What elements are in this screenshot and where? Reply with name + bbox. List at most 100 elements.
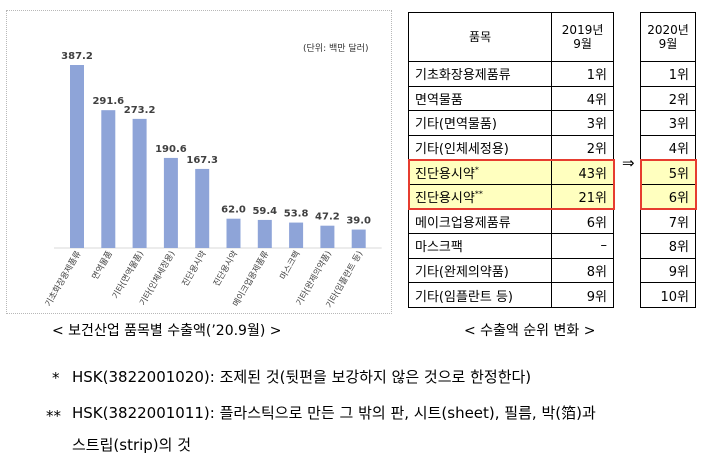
chart-caption: < 보건산업 품목별 수출액(’20.9월) > [52, 323, 282, 339]
bar-chart: 387.2 기초화장용제품류 291.6 면역물품 273.2 기타(면역물품) 190.6… [6, 10, 392, 314]
table-row: 진단용시약* 43위 [407, 159, 614, 185]
category-label: 마스크팩 [278, 249, 303, 282]
table-row: 10위 [640, 282, 696, 308]
header-2020: 2020년 9월 [640, 12, 696, 62]
chart-unit-label: (단위: 백만 달러) [303, 44, 369, 54]
header-2019: 2019년 9월 [551, 12, 614, 62]
item-name: 기초화장용제품류 [415, 68, 511, 84]
note2-text-continued: 스트립(strip)의 것 [72, 436, 192, 454]
category-label: 기타(면역물품) [110, 249, 146, 301]
rank-2020-cell: 2위 [640, 85, 696, 112]
item-cell: 면역물품 [407, 85, 553, 112]
note1-text: HSK(3822001020): 조제된 것(뒷편을 보강하지 않은 것으로 한… [72, 368, 532, 386]
table-row: 면역물품 4위 [407, 85, 614, 112]
category-label: 기초화장용제품류 [43, 249, 84, 309]
rank-2020-cell: 4위 [640, 134, 696, 161]
data-label: 59.4 [252, 206, 277, 217]
data-label: 291.6 [92, 96, 124, 107]
item-name: 진단용시약 [415, 191, 475, 207]
data-label: 387.2 [61, 51, 93, 62]
rank-table-2020: 2020년 9월 1위 2위 3위 4위 5위 6위 7위 8위 9위 10위 [640, 12, 696, 308]
table-row: 5위 [640, 159, 696, 185]
header-2019-year: 2019년 [561, 23, 604, 37]
rank-2020-cell: 6위 [640, 183, 696, 210]
table-row: 메이크업용제품류 6위 [407, 208, 614, 235]
data-label: 47.2 [315, 212, 340, 223]
arrow-icon: ⇒ [622, 154, 635, 172]
bar [226, 218, 241, 248]
table-row: 7위 [640, 208, 696, 235]
note2-text: HSK(3822001011): 플라스틱으로 만든 그 밖의 판, 시트(sh… [72, 404, 596, 422]
bar [163, 157, 178, 248]
rank-2019-cell: 9위 [551, 282, 614, 308]
bar [257, 219, 272, 248]
note1-mark: * [52, 369, 60, 387]
rank-2020-cell: 3위 [640, 110, 696, 136]
rank-2020-cell: 7위 [640, 208, 696, 235]
rank-2020-cell: 8위 [640, 233, 696, 259]
bar [101, 110, 116, 248]
bar [320, 225, 335, 248]
rank-table-2019: 품목 2019년 9월 기초화장용제품류 1위 면역물품 4위 기타(면역물품) 3위 기타… [407, 12, 614, 308]
item-name: 기타(완제의약품) [415, 265, 509, 281]
data-label: 39.0 [346, 216, 371, 227]
item-cell: 기타(완제의약품) [407, 257, 553, 284]
rank-2019-cell: 21위 [551, 183, 614, 210]
footnote-mark: * [474, 165, 479, 175]
data-label: 62.0 [221, 205, 246, 216]
rank-2020-cell: 1위 [640, 61, 696, 87]
item-name: 기타(인체세정용) [415, 142, 509, 158]
header-2019-month: 9월 [573, 37, 592, 51]
header-2020-year: 2020년 [647, 23, 689, 37]
table-row: 기타(인체세정용) 2위 [407, 134, 614, 161]
rank-2020-cell: 10위 [640, 282, 696, 308]
item-name: 기타(면역물품) [415, 117, 497, 133]
table-row: 8위 [640, 233, 696, 259]
footnote-mark: ** [474, 189, 483, 199]
rank-2019-cell: 2위 [551, 134, 614, 161]
item-cell: 마스크팩 [407, 233, 553, 259]
item-name: 면역물품 [415, 92, 463, 108]
category-label: 면역물품 [90, 249, 115, 282]
item-cell: 기타(임플란트 등) [407, 282, 553, 308]
data-label: 167.3 [186, 155, 218, 166]
table-row: 기타(완제의약품) 8위 [407, 257, 614, 284]
bar [195, 168, 210, 248]
bar [70, 65, 84, 248]
item-cell: 진단용시약** [407, 183, 553, 210]
item-name: 메이크업용제품류 [415, 215, 511, 231]
rank-2019-cell: 3위 [551, 110, 614, 136]
header-item: 품목 [407, 12, 553, 62]
data-label: 190.6 [155, 144, 187, 155]
item-cell: 기타(인체세정용) [407, 134, 553, 161]
rank-2020-cell: 5위 [640, 159, 696, 185]
table-row: 진단용시약** 21위 [407, 183, 614, 210]
header-2020-month: 9월 [658, 37, 678, 51]
item-name: 기타(임플란트 등) [415, 289, 513, 305]
rank-2019-cell: 1위 [551, 61, 614, 87]
rank-2019-cell: 6위 [551, 208, 614, 235]
data-label: 53.8 [284, 209, 309, 220]
note2-mark: ** [46, 407, 61, 425]
table-row: 6위 [640, 183, 696, 210]
item-name: 진단용시약 [415, 166, 475, 182]
category-label: 진단용시약 [211, 249, 240, 289]
item-cell: 진단용시약* [407, 159, 553, 185]
bar [132, 118, 147, 248]
table-row: 1위 [640, 61, 696, 87]
rank-2020-cell: 9위 [640, 257, 696, 284]
bar [289, 222, 304, 248]
item-cell: 기타(면역물품) [407, 110, 553, 136]
table-row: 9위 [640, 257, 696, 284]
table-caption: < 수출액 순위 변화 > [464, 323, 596, 339]
table-row: 기초화장용제품류 1위 [407, 61, 614, 87]
chart-canvas: 387.2 기초화장용제품류 291.6 면역물품 273.2 기타(면역물품) 190.6… [43, 51, 382, 310]
rank-2019-cell: – [551, 233, 614, 259]
bar [351, 229, 366, 248]
table-row: 3위 [640, 110, 696, 136]
data-label: 273.2 [124, 105, 156, 116]
rank-2019-cell: 8위 [551, 257, 614, 284]
item-cell: 메이크업용제품류 [407, 208, 553, 235]
category-label: 진단용시약 [180, 249, 209, 289]
table-row: 2위 [640, 85, 696, 112]
